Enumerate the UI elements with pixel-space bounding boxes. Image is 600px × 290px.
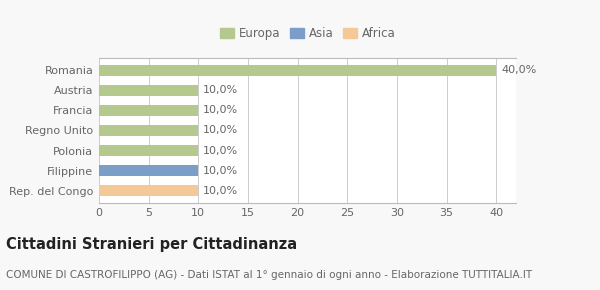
Bar (99, 125, 198, 136)
Legend: Europa, Asia, Africa: Europa, Asia, Africa (216, 23, 399, 44)
Text: 10,0%: 10,0% (203, 126, 238, 135)
Bar (99, 105, 198, 116)
Text: 10,0%: 10,0% (203, 85, 238, 95)
Text: 10,0%: 10,0% (203, 186, 238, 196)
Bar (99, 65, 496, 76)
Bar (99, 185, 198, 196)
Bar (99, 145, 198, 156)
Text: 10,0%: 10,0% (203, 105, 238, 115)
Text: COMUNE DI CASTROFILIPPO (AG) - Dati ISTAT al 1° gennaio di ogni anno - Elaborazi: COMUNE DI CASTROFILIPPO (AG) - Dati ISTA… (6, 270, 532, 280)
Text: 10,0%: 10,0% (203, 146, 238, 156)
Bar (99, 165, 198, 176)
Bar (99, 85, 198, 96)
Text: 10,0%: 10,0% (203, 166, 238, 176)
Text: 40,0%: 40,0% (501, 65, 536, 75)
Text: Cittadini Stranieri per Cittadinanza: Cittadini Stranieri per Cittadinanza (6, 238, 297, 252)
